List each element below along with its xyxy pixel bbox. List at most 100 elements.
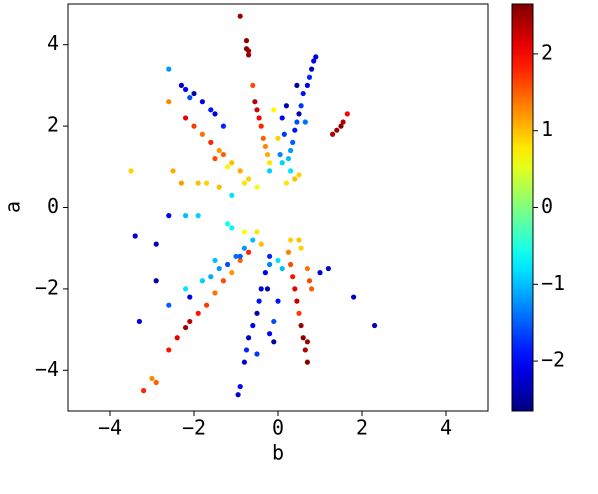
point <box>279 160 285 166</box>
point <box>294 82 300 88</box>
point <box>298 103 304 109</box>
point <box>281 131 287 137</box>
point <box>254 184 260 190</box>
point <box>311 58 317 64</box>
point <box>292 176 298 182</box>
point <box>317 270 323 276</box>
point <box>325 265 331 272</box>
point <box>153 278 159 284</box>
point <box>246 52 252 58</box>
point <box>304 82 310 88</box>
point <box>237 257 243 264</box>
point <box>296 111 302 117</box>
point <box>262 143 268 150</box>
point <box>309 66 315 72</box>
point <box>243 38 250 44</box>
point <box>132 233 138 239</box>
point <box>199 131 205 137</box>
point <box>241 245 247 251</box>
point <box>183 213 189 219</box>
point <box>166 347 172 353</box>
point <box>296 237 302 243</box>
point <box>306 74 313 80</box>
point <box>252 99 258 105</box>
point <box>246 176 252 182</box>
point <box>199 99 205 105</box>
point <box>300 90 306 97</box>
point <box>204 302 210 308</box>
point <box>258 123 264 129</box>
point <box>191 90 197 97</box>
point <box>344 111 350 117</box>
point <box>292 127 298 133</box>
point <box>241 180 247 186</box>
point <box>267 168 273 174</box>
point <box>195 310 201 316</box>
point <box>237 253 243 259</box>
point <box>304 339 310 345</box>
point <box>166 302 172 308</box>
point <box>288 147 294 154</box>
point <box>313 54 319 60</box>
point <box>229 160 235 166</box>
point <box>187 294 193 300</box>
point <box>300 335 306 341</box>
point <box>290 274 296 280</box>
point <box>178 180 184 186</box>
y-tick-label: −2 <box>35 275 59 299</box>
point <box>187 95 193 101</box>
point <box>237 168 243 174</box>
point <box>136 318 142 325</box>
point <box>166 66 172 72</box>
point <box>258 286 264 292</box>
point <box>220 278 226 284</box>
point <box>294 298 300 304</box>
x-tick-label: 2 <box>356 416 368 440</box>
point <box>283 180 289 186</box>
point <box>153 241 159 247</box>
point <box>233 253 239 259</box>
x-tick-label: −2 <box>182 416 206 440</box>
point <box>246 335 252 341</box>
colorbar-tick-label: −1 <box>541 271 565 295</box>
point <box>246 249 252 255</box>
point <box>216 147 222 154</box>
point <box>183 286 189 292</box>
point <box>183 115 189 121</box>
point <box>254 107 260 113</box>
point <box>271 339 277 345</box>
point <box>187 318 193 325</box>
point <box>229 270 235 276</box>
point <box>174 335 180 341</box>
point <box>250 82 256 88</box>
point <box>208 139 214 145</box>
point <box>334 127 340 133</box>
point <box>279 265 285 272</box>
point <box>241 359 247 365</box>
point <box>372 322 378 329</box>
x-axis-label: b <box>272 441 284 465</box>
point <box>292 286 298 292</box>
point <box>288 261 294 268</box>
point <box>298 245 304 251</box>
point <box>264 151 271 158</box>
point <box>304 265 310 272</box>
point <box>204 180 210 186</box>
point <box>225 164 231 170</box>
y-axis-label: a <box>1 201 25 213</box>
point <box>208 274 214 280</box>
y-tick-label: 0 <box>47 194 59 218</box>
point <box>271 107 277 113</box>
point <box>256 115 262 121</box>
point <box>296 310 302 316</box>
colorbar-tick-label: 1 <box>541 117 553 141</box>
point <box>294 119 300 125</box>
point <box>250 322 256 329</box>
point <box>277 151 283 158</box>
point <box>178 82 184 88</box>
point <box>267 331 273 337</box>
point <box>243 347 250 353</box>
point <box>153 379 159 386</box>
point <box>288 168 294 174</box>
point <box>283 103 289 109</box>
